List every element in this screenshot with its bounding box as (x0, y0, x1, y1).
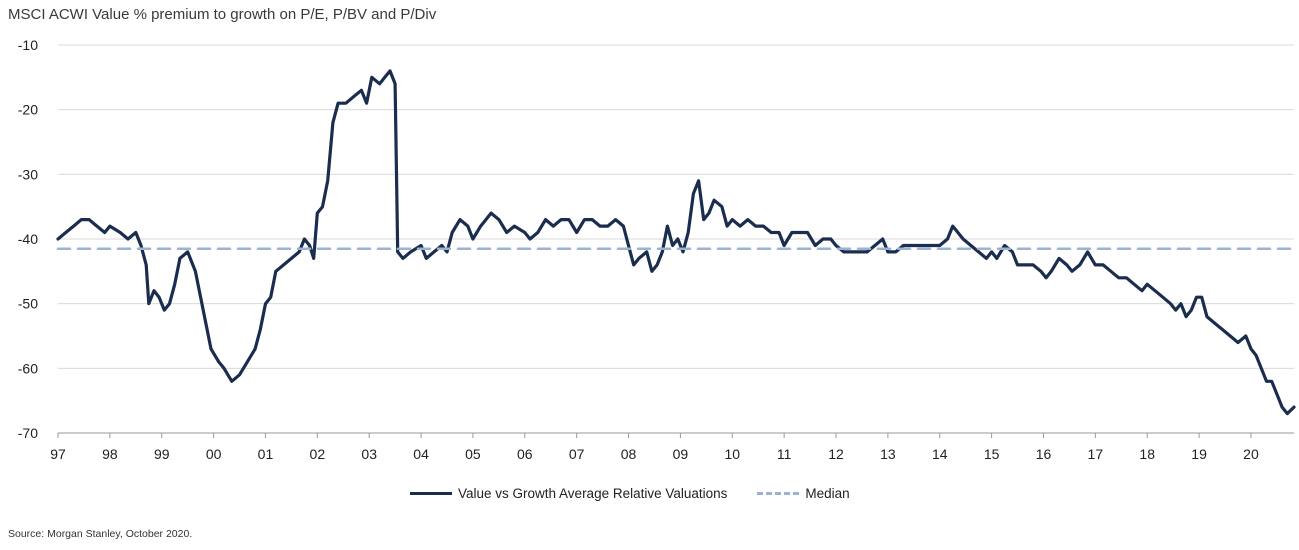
x-tick-label: 08 (621, 446, 637, 462)
x-tick-label: 07 (569, 446, 585, 462)
line-chart: -10 -20 -30 -40 -50 -60 -70 97 98 99 00 01 02 03 04 05 0… (18, 37, 1296, 462)
legend-label: Value vs Growth Average Relative Valuati… (458, 486, 728, 501)
x-tick-label: 01 (258, 446, 274, 462)
x-tick-label: 05 (465, 446, 481, 462)
legend-swatch-dashed (757, 492, 800, 495)
x-tick-label: 10 (724, 446, 740, 462)
y-tick-label: -30 (18, 166, 38, 182)
x-tick-label: 20 (1243, 446, 1259, 462)
legend: Value vs Growth Average Relative Valuati… (410, 486, 872, 501)
legend-item-value-vs-growth: Value vs Growth Average Relative Valuati… (410, 486, 727, 501)
x-tick-label: 16 (1036, 446, 1052, 462)
legend-swatch-solid (410, 492, 452, 495)
x-tick-label: 98 (102, 446, 118, 462)
y-tick-label: -40 (18, 231, 38, 247)
y-tick-label: -10 (18, 37, 38, 53)
x-tick-label: 09 (673, 446, 689, 462)
x-tick-label: 06 (517, 446, 533, 462)
x-tick-label: 11 (777, 446, 792, 462)
x-tick-label: 19 (1191, 446, 1207, 462)
x-tick-label: 02 (310, 446, 326, 462)
y-tick-label: -70 (18, 425, 38, 441)
x-tick-label: 97 (50, 446, 66, 462)
legend-label: Median (805, 486, 850, 501)
x-tick-label: 04 (413, 446, 429, 462)
x-tick-label: 18 (1139, 446, 1155, 462)
source-note: Source: Morgan Stanley, October 2020. (8, 528, 193, 540)
y-tick-label: -50 (18, 296, 38, 312)
valuation-series-line (56, 69, 1296, 416)
chart-title: MSCI ACWI Value % premium to growth on P… (8, 6, 437, 23)
legend-item-median: Median (757, 486, 850, 501)
y-tick-label: -60 (18, 360, 38, 376)
x-tick-label: 14 (932, 446, 948, 462)
x-tick-label: 15 (984, 446, 1000, 462)
x-tick-label: 12 (828, 446, 844, 462)
x-tick-label: 17 (1088, 446, 1104, 462)
x-tick-label: 99 (154, 446, 170, 462)
x-tick-label: 03 (361, 446, 377, 462)
y-tick-label: -20 (18, 102, 38, 118)
x-tick-label: 13 (880, 446, 896, 462)
x-tick-label: 00 (206, 446, 222, 462)
